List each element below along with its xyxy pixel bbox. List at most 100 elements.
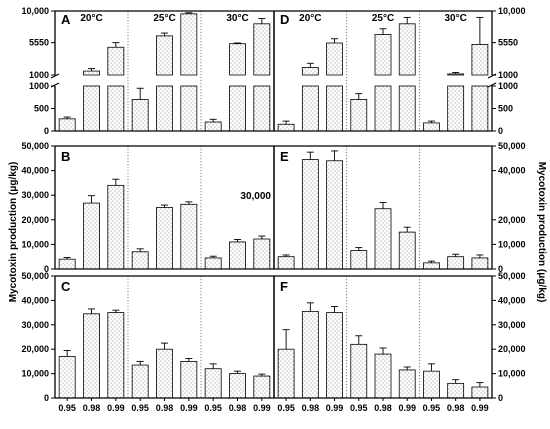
bar: [180, 203, 198, 270]
bar-lower-segment: [398, 85, 416, 132]
bar: [131, 251, 149, 270]
bar: [156, 207, 173, 270]
y-tick-label: 40,000: [498, 166, 526, 176]
bar: [398, 369, 416, 399]
bar: [83, 313, 100, 399]
bar: [277, 123, 295, 132]
x-tick-label: 0.95: [350, 403, 368, 413]
y-tick-label: 20,000: [498, 344, 526, 354]
temperature-label: 30°C: [226, 13, 248, 24]
bar: [204, 368, 222, 399]
bar: [374, 208, 392, 270]
y-tick-label: 5550: [498, 38, 518, 48]
temperature-label: 25°C: [153, 13, 175, 24]
x-tick-label: 0.98: [83, 403, 101, 413]
y-tick-label: 40,000: [21, 166, 49, 176]
panel-c: C 0.95 0.98 0.99 0.95 0.98 0.99 0.95 0.98 0.99: [58, 279, 270, 413]
bar-lower-segment: [156, 85, 173, 132]
bar: [229, 43, 246, 76]
y-tick-label: 0: [44, 393, 49, 403]
y-tick-label: 5550: [29, 38, 49, 48]
bar: [423, 370, 440, 399]
y-tick-label: 10,000: [21, 6, 49, 16]
y-tick-label: 1000: [498, 81, 518, 91]
temperature-label: 30°C: [444, 13, 466, 24]
temperature-label: 25°C: [372, 13, 394, 24]
panel-label: B: [61, 149, 70, 164]
x-tick-label: 0.95: [277, 403, 295, 413]
panel-label: E: [280, 149, 289, 164]
bar-lower-segment: [107, 85, 125, 132]
y-tick-label: 1000: [498, 70, 518, 80]
temperature-label: 20°C: [80, 13, 102, 24]
x-tick-label: 0.95: [204, 403, 222, 413]
x-tick-label: 0.98: [302, 403, 320, 413]
y-axis-label-left: Mycotoxin production (μg/kg): [8, 162, 19, 303]
x-tick-label: 0.95: [131, 403, 149, 413]
bar: [58, 118, 76, 132]
y-tick-label: 10,000: [498, 369, 526, 379]
bar: [83, 202, 100, 270]
bar: [83, 70, 100, 76]
bar: [229, 241, 246, 270]
panel-a: A 20°C 25°C 30°C: [58, 12, 271, 132]
bar: [253, 238, 271, 270]
bar-lower-segment: [83, 85, 100, 132]
bar-lower-segment: [301, 85, 319, 132]
bar: [350, 99, 368, 132]
bar: [447, 73, 465, 76]
x-tick-label: 0.99: [180, 403, 198, 413]
bar: [107, 312, 125, 399]
panel-b: B: [58, 149, 271, 270]
panel-label: D: [280, 12, 289, 27]
y-tick-label: 0: [498, 126, 503, 136]
bar: [277, 348, 295, 399]
bar: [374, 34, 392, 76]
bar: [253, 375, 271, 399]
bar: [374, 353, 392, 399]
x-tick-label: 0.98: [229, 403, 247, 413]
axis-break-mark: [487, 82, 497, 88]
y-tick-label: 10,000: [498, 6, 526, 16]
bar: [204, 121, 222, 132]
y-tick-label: 20,000: [498, 215, 526, 225]
y-tick-label: 10,000: [21, 369, 49, 379]
bar: [204, 257, 222, 270]
annotation-label: 30,000: [240, 191, 271, 202]
y-tick-label: 30,000: [21, 190, 49, 200]
panel-label: A: [61, 12, 71, 27]
bar-lower-segment: [447, 85, 465, 132]
bar-lower-segment: [326, 85, 343, 132]
y-tick-label: 1000: [29, 81, 49, 91]
bar: [107, 184, 125, 270]
x-tick-label: 0.99: [253, 403, 271, 413]
x-tick-label: 0.99: [107, 403, 125, 413]
y-tick-label: 0: [498, 264, 503, 274]
bar: [398, 231, 416, 270]
x-tick-label: 0.95: [423, 403, 441, 413]
bar-lower-segment: [471, 85, 489, 132]
y-tick-label: 50,000: [498, 141, 526, 151]
panel-label: F: [280, 279, 288, 294]
y-tick-label: 30,000: [21, 320, 49, 330]
panel-f: F 0.95 0.98 0.99 0.95 0.98 0.99 0.95 0.98 0.99: [277, 279, 488, 413]
x-tick-label: 0.95: [58, 403, 76, 413]
x-tick-label: 0.99: [471, 403, 489, 413]
bar: [301, 310, 319, 399]
bar: [131, 364, 149, 399]
panel-e: E 30,000: [240, 149, 489, 270]
y-tick-label: 50,000: [21, 271, 49, 281]
bar: [58, 258, 76, 270]
bar: [301, 67, 319, 76]
bar: [301, 159, 319, 270]
bar: [277, 256, 295, 270]
x-tick-label: 0.99: [398, 403, 416, 413]
y-tick-label: 20,000: [21, 215, 49, 225]
bar: [350, 250, 368, 270]
bar: [423, 262, 440, 270]
axis-break-mark: [50, 73, 60, 79]
bar: [471, 44, 489, 76]
y-tick-label: 20,000: [21, 344, 49, 354]
bar: [447, 382, 465, 399]
